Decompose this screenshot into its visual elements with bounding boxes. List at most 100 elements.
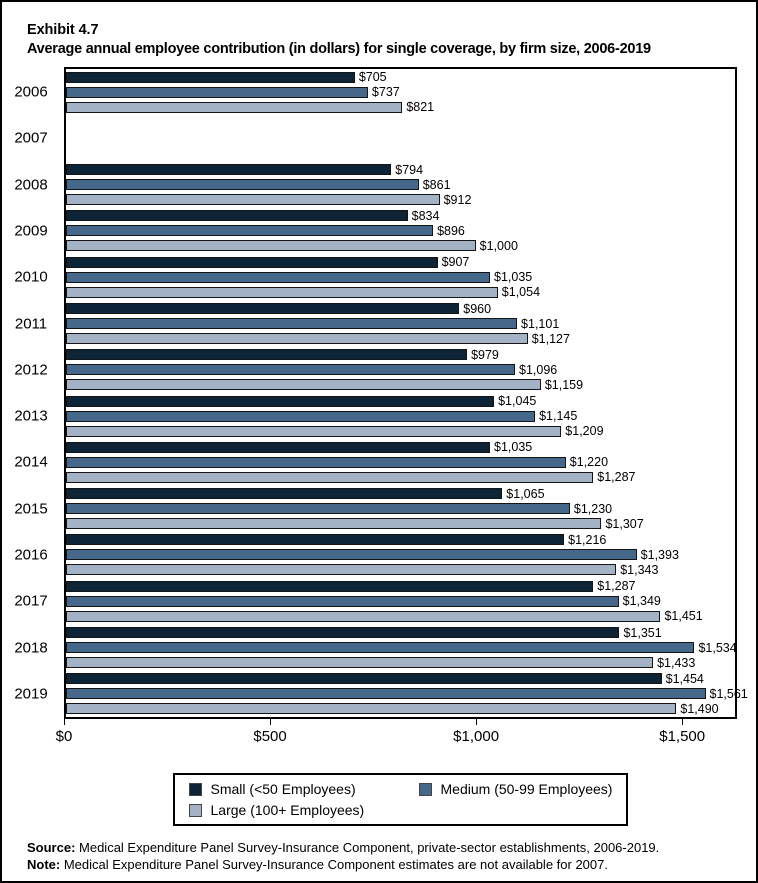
- title-block: Exhibit 4.7 Average annual employee cont…: [2, 2, 756, 57]
- tick-label: $500: [253, 728, 287, 745]
- bar-value-label: $1,096: [519, 362, 558, 377]
- x-axis: $0 $500 $1,000 $1,500: [56, 719, 737, 753]
- source-text: Medical Expenditure Panel Survey-Insuran…: [75, 840, 660, 855]
- year-label: 2007: [14, 129, 48, 147]
- bar-line: $1,454: [66, 671, 735, 686]
- year-label: 2018: [14, 639, 48, 657]
- source-line: Source: Medical Expenditure Panel Survey…: [27, 839, 736, 856]
- bar-value-label: $907: [441, 255, 470, 270]
- bar-line: $896: [66, 224, 735, 238]
- bar: [66, 86, 368, 98]
- bar-line: $1,349: [66, 594, 735, 609]
- bar: [66, 256, 438, 268]
- bar: [66, 456, 566, 468]
- bar-line: $1,101: [66, 317, 735, 331]
- year-group: 2016 $1,216 $1,393 $1,343: [14, 532, 735, 578]
- bar-value-label: $1,490: [680, 701, 719, 716]
- tick-label: $0: [55, 728, 73, 745]
- bar-line: $1,307: [66, 516, 735, 531]
- year-group: 2008 $794 $861 $912: [14, 162, 735, 208]
- bar-value-label: $1,287: [597, 470, 636, 485]
- year-label: 2014: [14, 453, 48, 471]
- year-group: 2014 $1,035 $1,220 $1,287: [14, 439, 735, 485]
- bar-value-label: $1,307: [605, 516, 644, 531]
- bar: [66, 410, 536, 422]
- bar-line: $979: [66, 348, 735, 362]
- bar-line: $1,561: [66, 687, 748, 701]
- legend-item: Medium (50-99 Employees): [418, 781, 612, 797]
- year-group: 2017 $1,287 $1,349 $1,451: [14, 578, 735, 624]
- bar-value-label: $960: [463, 301, 492, 316]
- bar: [66, 101, 403, 113]
- year-label: 2015: [14, 500, 48, 518]
- bar-line: $1,433: [66, 655, 735, 670]
- legend-item: Large (100+ Employees): [188, 802, 407, 818]
- year-label: 2019: [14, 685, 48, 703]
- bar: [66, 286, 498, 298]
- bar: [66, 395, 495, 407]
- bar: [66, 688, 706, 700]
- legend-label: Large (100+ Employees): [210, 802, 365, 818]
- year-label: 2012: [14, 361, 48, 379]
- bar: [66, 349, 468, 361]
- bar-line: $1,451: [66, 609, 735, 624]
- bar-value-label: $1,561: [709, 686, 748, 701]
- tick-label: $1,500: [659, 728, 706, 745]
- bar: [66, 488, 503, 500]
- legend-container: Small (<50 Employees) Medium (50-99 Emplo…: [64, 773, 737, 826]
- bar-line: $1,145: [66, 409, 735, 423]
- bar-line: $737: [66, 85, 735, 100]
- bar-chart: 2006 $705 $737 $821 2007 2008 $794 $861 $912 2009…: [14, 67, 748, 719]
- bar-value-label: $1,230: [573, 501, 613, 516]
- legend-swatch: [418, 782, 432, 796]
- bar-value-label: $1,343: [620, 562, 659, 577]
- chart-title: Average annual employee contribution (in…: [27, 41, 651, 57]
- bar-value-label: $1,159: [544, 377, 584, 392]
- bar-value-label: $1,451: [664, 609, 703, 624]
- bar-line: $794: [66, 162, 735, 177]
- legend: Small (<50 Employees) Medium (50-99 Emplo…: [172, 773, 629, 826]
- bar: [66, 240, 476, 252]
- bar: [66, 580, 594, 592]
- bar-value-label: $1,349: [622, 594, 661, 609]
- bar-line: $1,490: [66, 701, 735, 716]
- footer: Source: Medical Expenditure Panel Survey…: [27, 839, 736, 874]
- bar-value-label: $1,054: [501, 285, 541, 300]
- bar-value-label: $1,216: [568, 532, 607, 547]
- bar-line: $1,393: [66, 547, 735, 562]
- bar: [66, 610, 661, 622]
- bar-value-label: $1,393: [640, 547, 679, 562]
- legend-label: Small (<50 Employees): [210, 781, 356, 797]
- bar-value-label: $1,433: [657, 655, 696, 670]
- note-label: Note:: [27, 857, 61, 873]
- bar: [66, 318, 518, 330]
- bar: [66, 534, 565, 546]
- bar-line: $1,220: [66, 455, 735, 469]
- tick-label: $1,000: [453, 728, 500, 745]
- legend-swatch: [188, 803, 202, 817]
- bar: [66, 503, 570, 515]
- legend-swatch: [188, 782, 202, 796]
- bar-line: $1,287: [66, 579, 735, 593]
- bar-value-label: $1,454: [665, 671, 704, 686]
- bar-value-label: $737: [371, 85, 400, 100]
- bar-value-label: $794: [395, 162, 424, 177]
- bar-line: $1,065: [66, 487, 735, 501]
- bar: [66, 627, 620, 639]
- year-group: 2009 $834 $896 $1,000: [14, 208, 735, 254]
- bar-line: $1,000: [66, 239, 735, 253]
- bar-value-label: $1,127: [531, 331, 570, 346]
- bar: [66, 703, 677, 715]
- bar-line: $821: [66, 100, 735, 114]
- bar-value-label: $1,045: [498, 394, 537, 409]
- bar: [66, 471, 594, 483]
- bar-value-label: $834: [411, 208, 440, 223]
- bar-line: $1,287: [66, 470, 735, 485]
- bar: [66, 333, 528, 345]
- tick-mark: [476, 719, 478, 725]
- tick-mark: [64, 719, 65, 725]
- year-group: 2007: [14, 115, 735, 161]
- bar: [66, 673, 662, 685]
- bar-line: $1,534: [66, 641, 737, 655]
